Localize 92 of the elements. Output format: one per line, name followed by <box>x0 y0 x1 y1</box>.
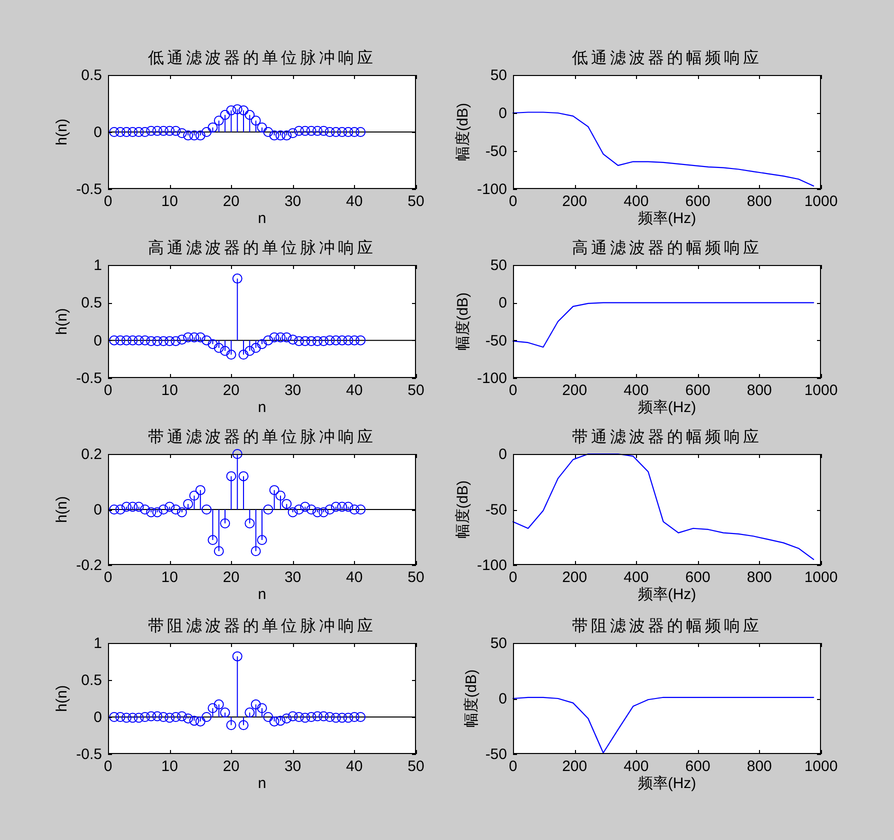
x-tick-label: 800 <box>746 382 772 399</box>
y-tick-label: -0.5 <box>76 370 102 387</box>
x-tick-label: 600 <box>685 758 710 775</box>
x-tick-label: 800 <box>746 758 772 775</box>
x-tick-label: 200 <box>562 382 588 399</box>
y-axis-title: h(n) <box>54 308 71 335</box>
x-tick-label: 30 <box>284 382 302 399</box>
y-tick-label: -0.5 <box>76 746 102 763</box>
chart-title: 低通滤波器的单位脉冲响应 <box>148 49 376 67</box>
y-tick-label: 0.5 <box>81 294 102 312</box>
x-tick-label: 800 <box>746 569 772 586</box>
x-tick-label: 30 <box>284 569 302 586</box>
y-tick-label: -100 <box>476 370 507 387</box>
x-axis-title: n <box>258 775 266 792</box>
y-tick-label: 0.2 <box>81 446 102 463</box>
x-tick-label: 200 <box>562 569 588 586</box>
x-tick-label: 200 <box>562 758 588 775</box>
x-tick-label: 10 <box>161 569 178 586</box>
y-tick-label: 0 <box>498 294 507 312</box>
x-axis-title: 频率(Hz) <box>638 399 696 416</box>
y-axis-title: h(n) <box>54 496 71 523</box>
x-axis-title: 频率(Hz) <box>638 775 696 792</box>
x-tick-label: 50 <box>408 382 424 399</box>
chart-title: 低通滤波器的幅频响应 <box>572 49 762 67</box>
x-tick-label: 20 <box>222 569 240 586</box>
chart-title: 带通滤波器的幅频响应 <box>572 428 762 446</box>
x-tick-label: 600 <box>685 193 710 210</box>
y-tick-label: 0 <box>498 690 507 708</box>
x-axis-title: n <box>258 399 266 416</box>
y-tick-label: 1 <box>94 257 102 274</box>
x-tick-label: 50 <box>408 569 424 586</box>
y-tick-label: 50 <box>490 635 507 652</box>
chart-title: 带阻滤波器的幅频响应 <box>572 617 762 635</box>
x-tick-label: 30 <box>284 758 302 775</box>
y-tick-label: 0.5 <box>81 672 102 689</box>
x-axis-title: 频率(Hz) <box>638 210 696 227</box>
chart-title: 带阻滤波器的单位脉冲响应 <box>148 617 376 635</box>
y-tick-label: 0.5 <box>81 67 102 84</box>
chart-title: 高通滤波器的单位脉冲响应 <box>148 239 376 257</box>
x-tick-label: 400 <box>624 569 649 586</box>
y-tick-label: -50 <box>485 746 507 763</box>
y-tick-label: -0.2 <box>76 557 102 574</box>
x-tick-label: 40 <box>346 193 363 210</box>
y-tick-label: -50 <box>485 332 507 350</box>
x-tick-label: 40 <box>346 569 363 586</box>
x-tick-label: 600 <box>685 569 710 586</box>
y-tick-label: 0 <box>94 709 102 726</box>
x-tick-label: 400 <box>624 382 649 399</box>
chart-title: 带通滤波器的单位脉冲响应 <box>148 428 376 446</box>
x-tick-label: 1000 <box>804 758 838 775</box>
y-tick-label: 50 <box>490 257 507 274</box>
x-tick-label: 50 <box>408 193 424 210</box>
y-tick-label: -50 <box>485 502 507 518</box>
x-tick-label: 10 <box>161 758 178 775</box>
y-tick-label: -100 <box>476 181 507 198</box>
y-tick-label: 0 <box>498 105 507 122</box>
x-tick-label: 40 <box>346 382 363 399</box>
x-tick-label: 10 <box>161 193 178 210</box>
x-tick-label: 40 <box>346 758 363 775</box>
x-tick-label: 20 <box>222 193 240 210</box>
x-tick-label: 1000 <box>804 382 838 399</box>
x-axis-title: n <box>258 210 266 227</box>
x-tick-label: 20 <box>222 758 240 775</box>
x-tick-label: 400 <box>624 193 649 210</box>
y-axis-title: 幅度(dB) <box>454 292 472 351</box>
y-tick-label: 0 <box>498 446 507 463</box>
y-axis-title: h(n) <box>54 685 71 712</box>
y-axis-title: 幅度(dB) <box>454 480 472 539</box>
y-axis-title: h(n) <box>54 118 71 146</box>
y-tick-label: 50 <box>490 67 507 84</box>
x-tick-label: 50 <box>408 758 424 775</box>
y-tick-label: 0 <box>94 502 102 518</box>
x-tick-label: 400 <box>624 758 649 775</box>
x-tick-label: 600 <box>685 382 710 399</box>
x-tick-label: 10 <box>161 382 178 399</box>
y-tick-label: 0 <box>94 124 102 141</box>
x-tick-label: 800 <box>746 193 772 210</box>
y-tick-label: -50 <box>485 143 507 160</box>
y-tick-label: -0.5 <box>76 181 102 198</box>
y-tick-label: -100 <box>476 557 507 574</box>
x-tick-label: 200 <box>562 193 588 210</box>
x-tick-label: 1000 <box>804 569 838 586</box>
y-tick-label: 0 <box>94 332 102 350</box>
x-tick-label: 30 <box>284 193 302 210</box>
y-tick-label: 1 <box>94 635 102 652</box>
y-axis-title: 幅度(dB) <box>462 669 480 728</box>
x-tick-label: 20 <box>222 382 240 399</box>
x-axis-title: 频率(Hz) <box>638 586 696 603</box>
y-axis-title: 幅度(dB) <box>454 102 472 162</box>
chart-title: 高通滤波器的幅频响应 <box>572 239 762 257</box>
x-tick-label: 1000 <box>804 193 838 210</box>
x-axis-title: n <box>258 586 266 603</box>
